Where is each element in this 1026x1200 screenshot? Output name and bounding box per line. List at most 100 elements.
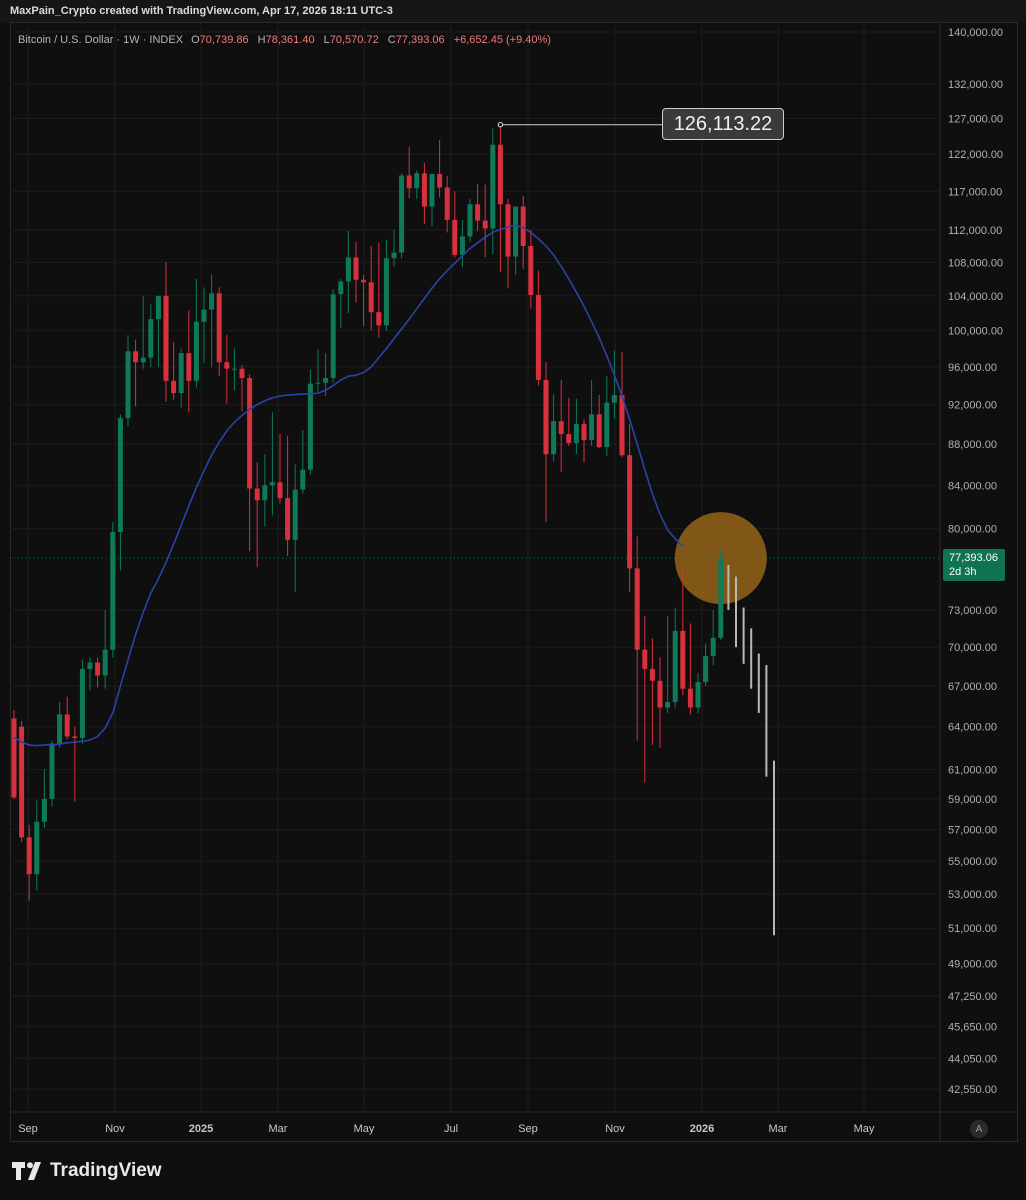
candle [19, 721, 25, 843]
candle-body [110, 532, 116, 650]
projection-bars [727, 564, 775, 936]
price-chart[interactable]: 140,000.00 132,000.00 127,000.00 122,000.00… [0, 0, 1026, 1142]
candle [110, 522, 116, 658]
candle [467, 198, 473, 243]
candle [307, 369, 313, 475]
candle [57, 702, 63, 748]
candle-body [566, 434, 572, 444]
candle [520, 195, 526, 269]
candle-body [209, 293, 215, 310]
candle [566, 397, 572, 447]
candle-body [421, 173, 427, 207]
candle [285, 436, 291, 556]
price-tick-label: 132,000.00 [948, 79, 1003, 91]
candle-body [201, 309, 207, 322]
candle [573, 398, 579, 455]
time-tick-label: Jul [444, 1123, 458, 1135]
price-tick-label: 44,050.00 [948, 1053, 997, 1065]
candle [649, 638, 655, 745]
price-tick-label: 55,000.00 [948, 856, 997, 868]
candle [703, 643, 709, 687]
candle-body [604, 402, 610, 448]
candle-body [19, 726, 25, 838]
candle [399, 173, 405, 259]
candle [414, 170, 420, 199]
price-tick-label: 45,650.00 [948, 1022, 997, 1034]
candle [338, 278, 344, 328]
candle [201, 287, 207, 364]
high-label: H [257, 34, 266, 46]
chart-frame[interactable] [10, 22, 1018, 1142]
candle [444, 176, 450, 233]
candle [490, 128, 496, 255]
candle [437, 139, 443, 198]
candle-body [376, 312, 382, 326]
candle-body [459, 236, 465, 255]
change-value: +6,652.45 (+9.40%) [453, 34, 551, 46]
candle-body [672, 630, 678, 703]
candle-body [528, 246, 534, 295]
candle-body [72, 736, 78, 738]
tradingview-logo: TradingView [12, 1160, 162, 1182]
candle [535, 270, 541, 386]
time-tick-label: Mar [269, 1123, 288, 1135]
low-label: L [323, 34, 330, 46]
candle-body [505, 204, 511, 257]
time-axis: Sep Nov 2025 Mar May Jul Sep Nov 2026 Mar May [18, 1123, 875, 1135]
candle-body [49, 743, 55, 799]
candle [627, 424, 633, 592]
candle [497, 124, 503, 273]
price-tick-label: 100,000.00 [948, 326, 1003, 338]
candle-body [710, 637, 716, 657]
candle [315, 349, 321, 392]
candle [269, 412, 275, 516]
price-tick-label: 117,000.00 [948, 186, 1002, 198]
candle [429, 174, 435, 227]
candle-body [353, 257, 359, 280]
open-value: 70,739.86 [199, 34, 249, 46]
candle [323, 353, 329, 396]
candle-body [429, 174, 435, 207]
candle-body [589, 414, 595, 441]
candle-body [490, 144, 496, 229]
candle-body [619, 395, 625, 456]
candle [231, 348, 237, 391]
time-tick-label: 2026 [690, 1123, 714, 1135]
price-tick-label: 42,550.00 [948, 1084, 997, 1096]
auto-scale-button[interactable]: A [970, 1120, 988, 1138]
candle [34, 800, 40, 891]
candle-body [414, 173, 420, 189]
open-label: O [191, 34, 200, 46]
candle-body [520, 206, 526, 247]
price-tick-label: 84,000.00 [948, 480, 997, 492]
candle [634, 536, 640, 741]
candle-body [642, 649, 648, 670]
candle [695, 672, 701, 713]
time-tick-label: Sep [518, 1123, 538, 1135]
candle [95, 657, 101, 688]
candle [596, 395, 602, 449]
candle-body [102, 649, 108, 676]
price-tick-label: 108,000.00 [948, 257, 1003, 269]
candle-body [383, 258, 389, 326]
candle-body [247, 378, 253, 489]
candle [611, 350, 617, 420]
candle-body [649, 669, 655, 681]
candle-body [573, 424, 579, 444]
candle [163, 262, 169, 402]
candle-body [125, 351, 131, 419]
candle-body [193, 321, 199, 381]
price-tick-label: 140,000.00 [948, 27, 1003, 39]
candle-body [11, 718, 17, 798]
candle-body [543, 379, 549, 455]
candle-body [718, 558, 724, 638]
candle-body [254, 488, 260, 501]
price-axis: 140,000.00 132,000.00 127,000.00 122,000.00… [948, 27, 1003, 1096]
candle-body [41, 798, 47, 822]
price-tick-label: 53,000.00 [948, 889, 997, 901]
candle-body [687, 688, 693, 708]
candle [687, 623, 693, 715]
attribution-text: MaxPain_Crypto created with TradingView.… [10, 5, 393, 17]
candle [186, 310, 192, 413]
price-tick-label: 64,000.00 [948, 722, 997, 734]
